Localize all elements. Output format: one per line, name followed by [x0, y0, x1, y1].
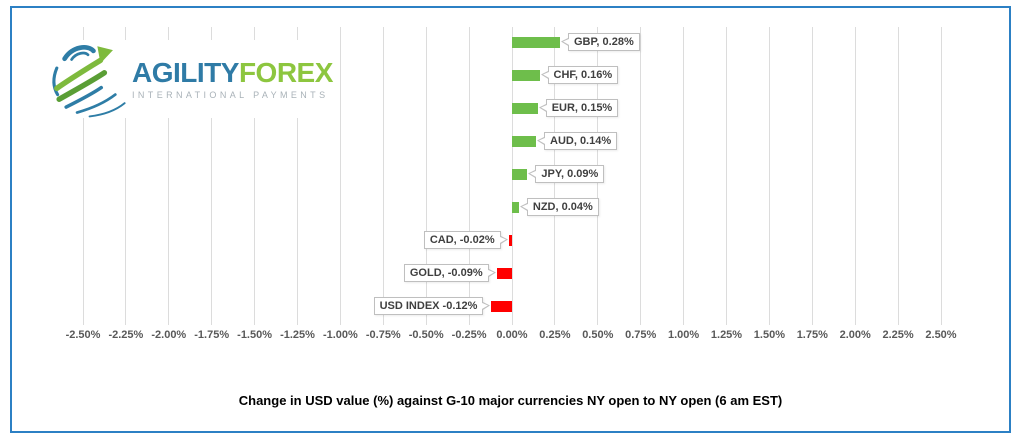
callout-pointer-fill [486, 269, 494, 277]
bar-chf [512, 69, 540, 81]
callout-pointer-fill [542, 71, 550, 79]
x-tick-2-50-: 2.50% [925, 329, 957, 341]
data-label-gbp: GBP, 0.28% [561, 33, 640, 51]
x-tick-0-25-: 0.25% [539, 329, 571, 341]
data-label-cad: CAD, -0.02% [423, 231, 508, 249]
callout-pointer-fill [521, 203, 529, 211]
gridline [211, 27, 213, 325]
x-tick--1-50-: -1.50% [237, 329, 273, 341]
logo-brand-agility: AGILITY [132, 56, 239, 88]
bar-eur [512, 102, 538, 114]
logo-subtitle: INTERNATIONAL PAYMENTS [132, 89, 329, 100]
x-tick-1-25-: 1.25% [710, 329, 743, 341]
gridline [339, 27, 341, 325]
bar-jpy [512, 168, 528, 180]
x-tick-0-75-: 0.75% [625, 329, 657, 341]
x-tick--2-50-: -2.50% [65, 329, 101, 341]
gridline [683, 27, 685, 325]
bar-gold [496, 267, 512, 279]
gridline [811, 27, 813, 325]
gridline [82, 27, 84, 325]
gridline [897, 27, 899, 325]
bar-aud [512, 135, 536, 147]
gridline [640, 27, 642, 325]
bar-usd-index [491, 300, 512, 312]
data-label-nzd: NZD, 0.04% [519, 198, 599, 216]
gridline [854, 27, 856, 325]
gridline [125, 27, 127, 325]
callout-pointer-fill [563, 38, 570, 46]
data-label-chf: CHF, 0.16% [540, 66, 619, 84]
x-tick--0-75-: -0.75% [365, 329, 401, 341]
gridline [168, 27, 170, 325]
x-tick-1-00-: 1.00% [667, 329, 700, 341]
gridline [940, 27, 942, 325]
x-tick-2-00-: 2.00% [839, 329, 871, 341]
callout-pointer-fill [530, 170, 538, 178]
logo-brand-forex: FOREX [238, 56, 333, 88]
gridline [254, 27, 256, 325]
gridline [425, 27, 427, 325]
x-tick-1-50-: 1.50% [753, 329, 785, 341]
x-tick--0-25-: -0.25% [451, 329, 487, 341]
x-tick-0-50-: 0.50% [582, 329, 614, 341]
x-tick-2-25-: 2.25% [882, 329, 914, 341]
chart-title: Change in USD value (%) against G-10 maj… [238, 393, 783, 408]
x-tick-0-00-: 0.00% [496, 329, 528, 341]
gridline [297, 27, 298, 325]
gridline [726, 27, 727, 325]
callout-pointer-fill [498, 236, 506, 244]
callout-pointer-fill [540, 104, 548, 112]
callout-pointer-fill [481, 302, 489, 310]
data-label-jpy: JPY, 0.09% [528, 165, 605, 183]
gridline [768, 27, 770, 325]
logo-brand-name: AGILITYFOREX [132, 56, 333, 88]
data-label-usd-index: USD INDEX -0.12% [373, 297, 491, 315]
bar-nzd [512, 201, 519, 213]
gridline [382, 27, 384, 325]
bar-cad [508, 234, 512, 246]
x-tick--0-50-: -0.50% [408, 329, 444, 341]
logo-text-block: AGILITYFOREX INTERNATIONAL PAYMENTS [132, 56, 333, 100]
agilityforex-logo: AGILITYFOREX INTERNATIONAL PAYMENTS [48, 40, 340, 118]
callout-pointer-fill [539, 137, 546, 145]
data-label-gold: GOLD, -0.09% [403, 264, 496, 282]
gridline [468, 27, 470, 325]
x-tick-1-75-: 1.75% [796, 329, 828, 341]
x-tick--1-25-: -1.25% [280, 329, 315, 341]
x-tick--2-00-: -2.00% [151, 329, 187, 341]
globe-arrow-logo-icon [52, 45, 126, 118]
bar-gbp [512, 36, 560, 48]
data-label-aud: AUD, 0.14% [537, 132, 618, 150]
x-tick--1-00-: -1.00% [322, 329, 358, 341]
x-tick--2-25-: -2.25% [108, 329, 144, 341]
data-label-eur: EUR, 0.15% [538, 99, 619, 117]
x-tick--1-75-: -1.75% [194, 329, 230, 341]
